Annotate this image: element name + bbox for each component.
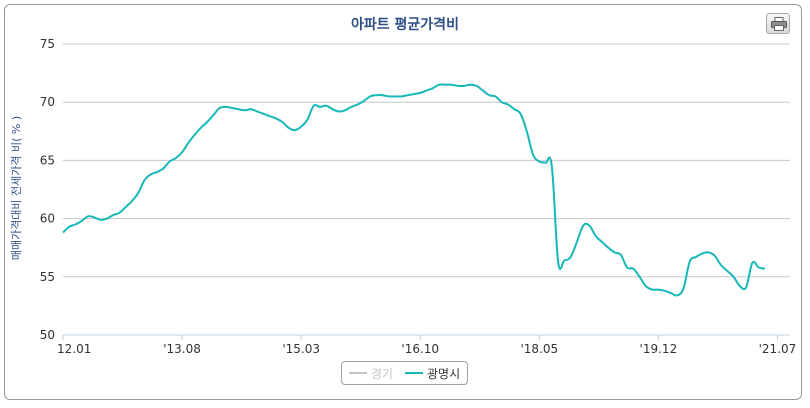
y-tick-label-65: 65 <box>40 153 55 167</box>
legend-item-gyeonggi[interactable]: 경기 <box>348 365 393 382</box>
x-tick-label-1: '13.08 <box>163 342 201 356</box>
x-tick-label-0: 12.01 <box>57 342 91 356</box>
y-tick-label-75: 75 <box>40 37 55 51</box>
legend: 경기 광명시 <box>341 361 468 385</box>
legend-label-gwangmyeong: 광명시 <box>426 366 461 381</box>
chart-title: 아파트 평균가격비 <box>351 17 459 33</box>
y-tick-label-55: 55 <box>40 270 55 284</box>
legend-swatch-gwangmyeong <box>404 372 423 374</box>
x-tick-label-5: '19.12 <box>640 342 678 356</box>
legend-swatch-gyeonggi <box>348 372 367 374</box>
legend-label-gyeonggi: 경기 <box>370 366 393 381</box>
y-tick-label-60: 60 <box>40 212 55 226</box>
series-line-1 <box>62 83 766 297</box>
x-tick-label-2: '15.03 <box>282 342 320 356</box>
printer-icon <box>771 17 787 31</box>
x-tick-label-6: '21.07 <box>759 342 797 356</box>
x-tick-label-3: '16.10 <box>401 342 439 356</box>
y-tick-label-50: 50 <box>40 328 55 342</box>
y-tick-label-70: 70 <box>40 95 55 109</box>
print-button[interactable] <box>766 13 790 34</box>
chart-frame <box>4 4 802 400</box>
x-tick-label-4: '18.05 <box>520 342 558 356</box>
legend-item-gwangmyeong[interactable]: 광명시 <box>404 365 461 382</box>
